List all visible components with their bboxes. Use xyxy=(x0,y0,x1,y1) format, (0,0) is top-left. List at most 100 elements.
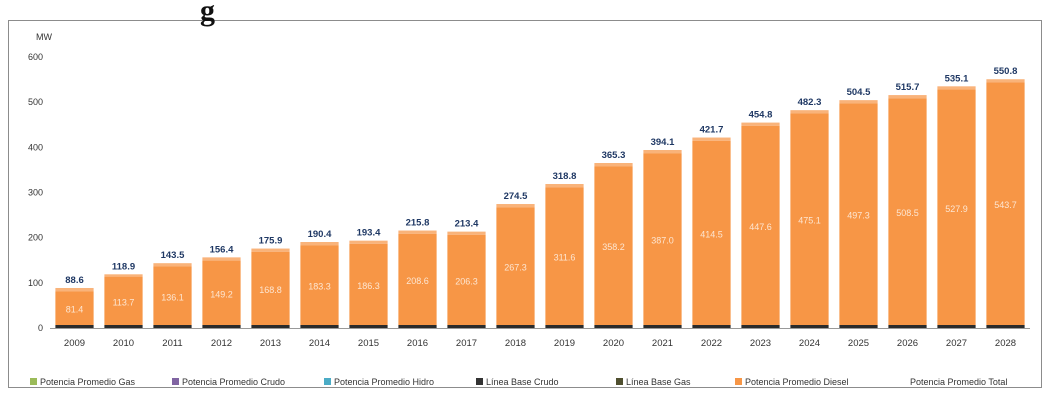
data-label-total: 394.1 xyxy=(651,137,675,148)
bar-segment-other xyxy=(643,149,682,154)
chart-legend: Potencia Promedio Gas Potencia Promedio C… xyxy=(30,376,1030,390)
bar-segment-other xyxy=(349,240,388,244)
legend-swatch xyxy=(324,378,331,386)
x-tick-label: 2026 xyxy=(897,338,918,349)
x-tick-label: 2012 xyxy=(211,338,232,349)
data-label-total: 190.4 xyxy=(308,229,332,240)
bar-segment-diesel xyxy=(398,233,437,325)
data-label-diesel: 358.2 xyxy=(602,242,625,252)
bar-segment-other xyxy=(496,204,535,208)
data-label-diesel: 387.0 xyxy=(651,236,674,246)
bar-segment-base xyxy=(153,325,192,328)
data-label-diesel: 208.6 xyxy=(406,276,429,286)
data-label-diesel: 497.3 xyxy=(847,211,870,221)
y-tick-label: 100 xyxy=(28,278,43,288)
x-tick-label: 2028 xyxy=(995,338,1016,349)
bar-segment-diesel xyxy=(888,98,927,325)
x-tick-label: 2023 xyxy=(750,338,771,349)
x-tick-label: 2018 xyxy=(505,338,526,349)
x-tick-label: 2013 xyxy=(260,338,281,349)
y-axis-unit-label: MW xyxy=(36,32,52,42)
legend-item: Potencia Promedio Crudo xyxy=(172,376,285,388)
data-label-total: 88.6 xyxy=(65,275,84,286)
bar-segment-other xyxy=(692,137,731,141)
legend-swatch xyxy=(616,378,623,386)
legend-label: Línea Base Crudo xyxy=(486,377,559,387)
data-label-diesel: 183.3 xyxy=(308,282,331,292)
bar-segment-diesel xyxy=(349,243,388,325)
x-tick-label: 2020 xyxy=(603,338,624,349)
bar-segment-diesel xyxy=(202,260,241,325)
bar-segment-base xyxy=(643,325,682,328)
data-label-total: 143.5 xyxy=(161,250,185,261)
bar-segment-diesel xyxy=(594,166,633,325)
legend-item: Línea Base Crudo xyxy=(476,376,559,388)
x-tick-label: 2025 xyxy=(848,338,869,349)
data-label-total: 421.7 xyxy=(700,125,724,136)
data-label-diesel: 136.1 xyxy=(161,292,184,302)
bar-segment-base xyxy=(594,325,633,328)
bar-segment-diesel xyxy=(496,207,535,325)
bar-segment-other xyxy=(741,122,780,126)
bar-segment-diesel xyxy=(839,103,878,325)
y-tick-label: 300 xyxy=(28,188,43,198)
bar-segment-diesel xyxy=(251,251,290,325)
bar-segment-diesel xyxy=(790,113,829,325)
legend-item: Línea Base Gas xyxy=(616,376,691,388)
legend-label: Potencia Promedio Crudo xyxy=(182,377,286,387)
bar-segment-other xyxy=(594,163,633,167)
legend-label: Potencia Promedio Hidro xyxy=(334,377,435,387)
bar-segment-other xyxy=(202,257,241,261)
legend-label: Potencia Promedio Diesel xyxy=(745,377,849,387)
data-label-diesel: 543.7 xyxy=(994,200,1017,210)
bar-segment-base xyxy=(55,325,94,328)
bar-segment-diesel xyxy=(545,187,584,325)
x-tick-label: 2015 xyxy=(358,338,379,349)
data-label-total: 504.5 xyxy=(847,87,871,98)
x-tick-label: 2017 xyxy=(456,338,477,349)
x-tick-label: 2019 xyxy=(554,338,575,349)
bar-segment-base xyxy=(251,325,290,328)
bar-segment-other xyxy=(300,242,339,246)
x-tick-label: 2014 xyxy=(309,338,330,349)
y-tick-label: 600 xyxy=(28,52,43,62)
bar-segment-other xyxy=(447,231,486,235)
legend-label: Línea Base Gas xyxy=(626,377,691,387)
bar-segment-other xyxy=(937,86,976,90)
bar-segment-diesel xyxy=(300,245,339,325)
x-tick-label: 2024 xyxy=(799,338,820,349)
bar-segment-other xyxy=(104,274,143,277)
bar-segment-base xyxy=(790,325,829,328)
bar-segment-other xyxy=(545,184,584,188)
data-label-diesel: 475.1 xyxy=(798,216,821,226)
bar-segment-base xyxy=(986,325,1025,328)
data-label-diesel: 81.4 xyxy=(66,305,84,315)
bar-segment-diesel xyxy=(153,266,192,325)
data-label-total: 365.3 xyxy=(602,150,626,161)
bar-segment-diesel xyxy=(55,291,94,325)
data-label-diesel: 527.9 xyxy=(945,204,968,214)
data-label-total: 318.8 xyxy=(553,171,577,182)
bar-segment-diesel xyxy=(741,125,780,325)
data-label-diesel: 447.6 xyxy=(749,222,772,232)
bar-segment-base xyxy=(447,325,486,328)
x-tick-label: 2016 xyxy=(407,338,428,349)
data-label-total: 118.9 xyxy=(112,261,135,272)
data-label-total: 156.4 xyxy=(210,244,234,255)
bar-segment-diesel xyxy=(937,89,976,325)
data-label-total: 213.4 xyxy=(455,219,479,230)
legend-item: Potencia Promedio Diesel xyxy=(735,376,849,388)
x-tick-label: 2009 xyxy=(64,338,85,349)
legend-item: Potencia Promedio Gas xyxy=(30,376,135,388)
bar-segment-diesel xyxy=(447,234,486,325)
bar-segment-diesel xyxy=(104,276,143,325)
x-tick-label: 2021 xyxy=(652,338,673,349)
bar-segment-other xyxy=(398,230,437,234)
bar-segment-other xyxy=(790,110,829,114)
x-tick-label: 2011 xyxy=(162,338,182,349)
bar-segment-other xyxy=(888,95,927,99)
data-label-total: 193.4 xyxy=(357,228,381,239)
data-label-diesel: 414.5 xyxy=(700,229,723,239)
y-tick-label: 500 xyxy=(28,97,43,107)
